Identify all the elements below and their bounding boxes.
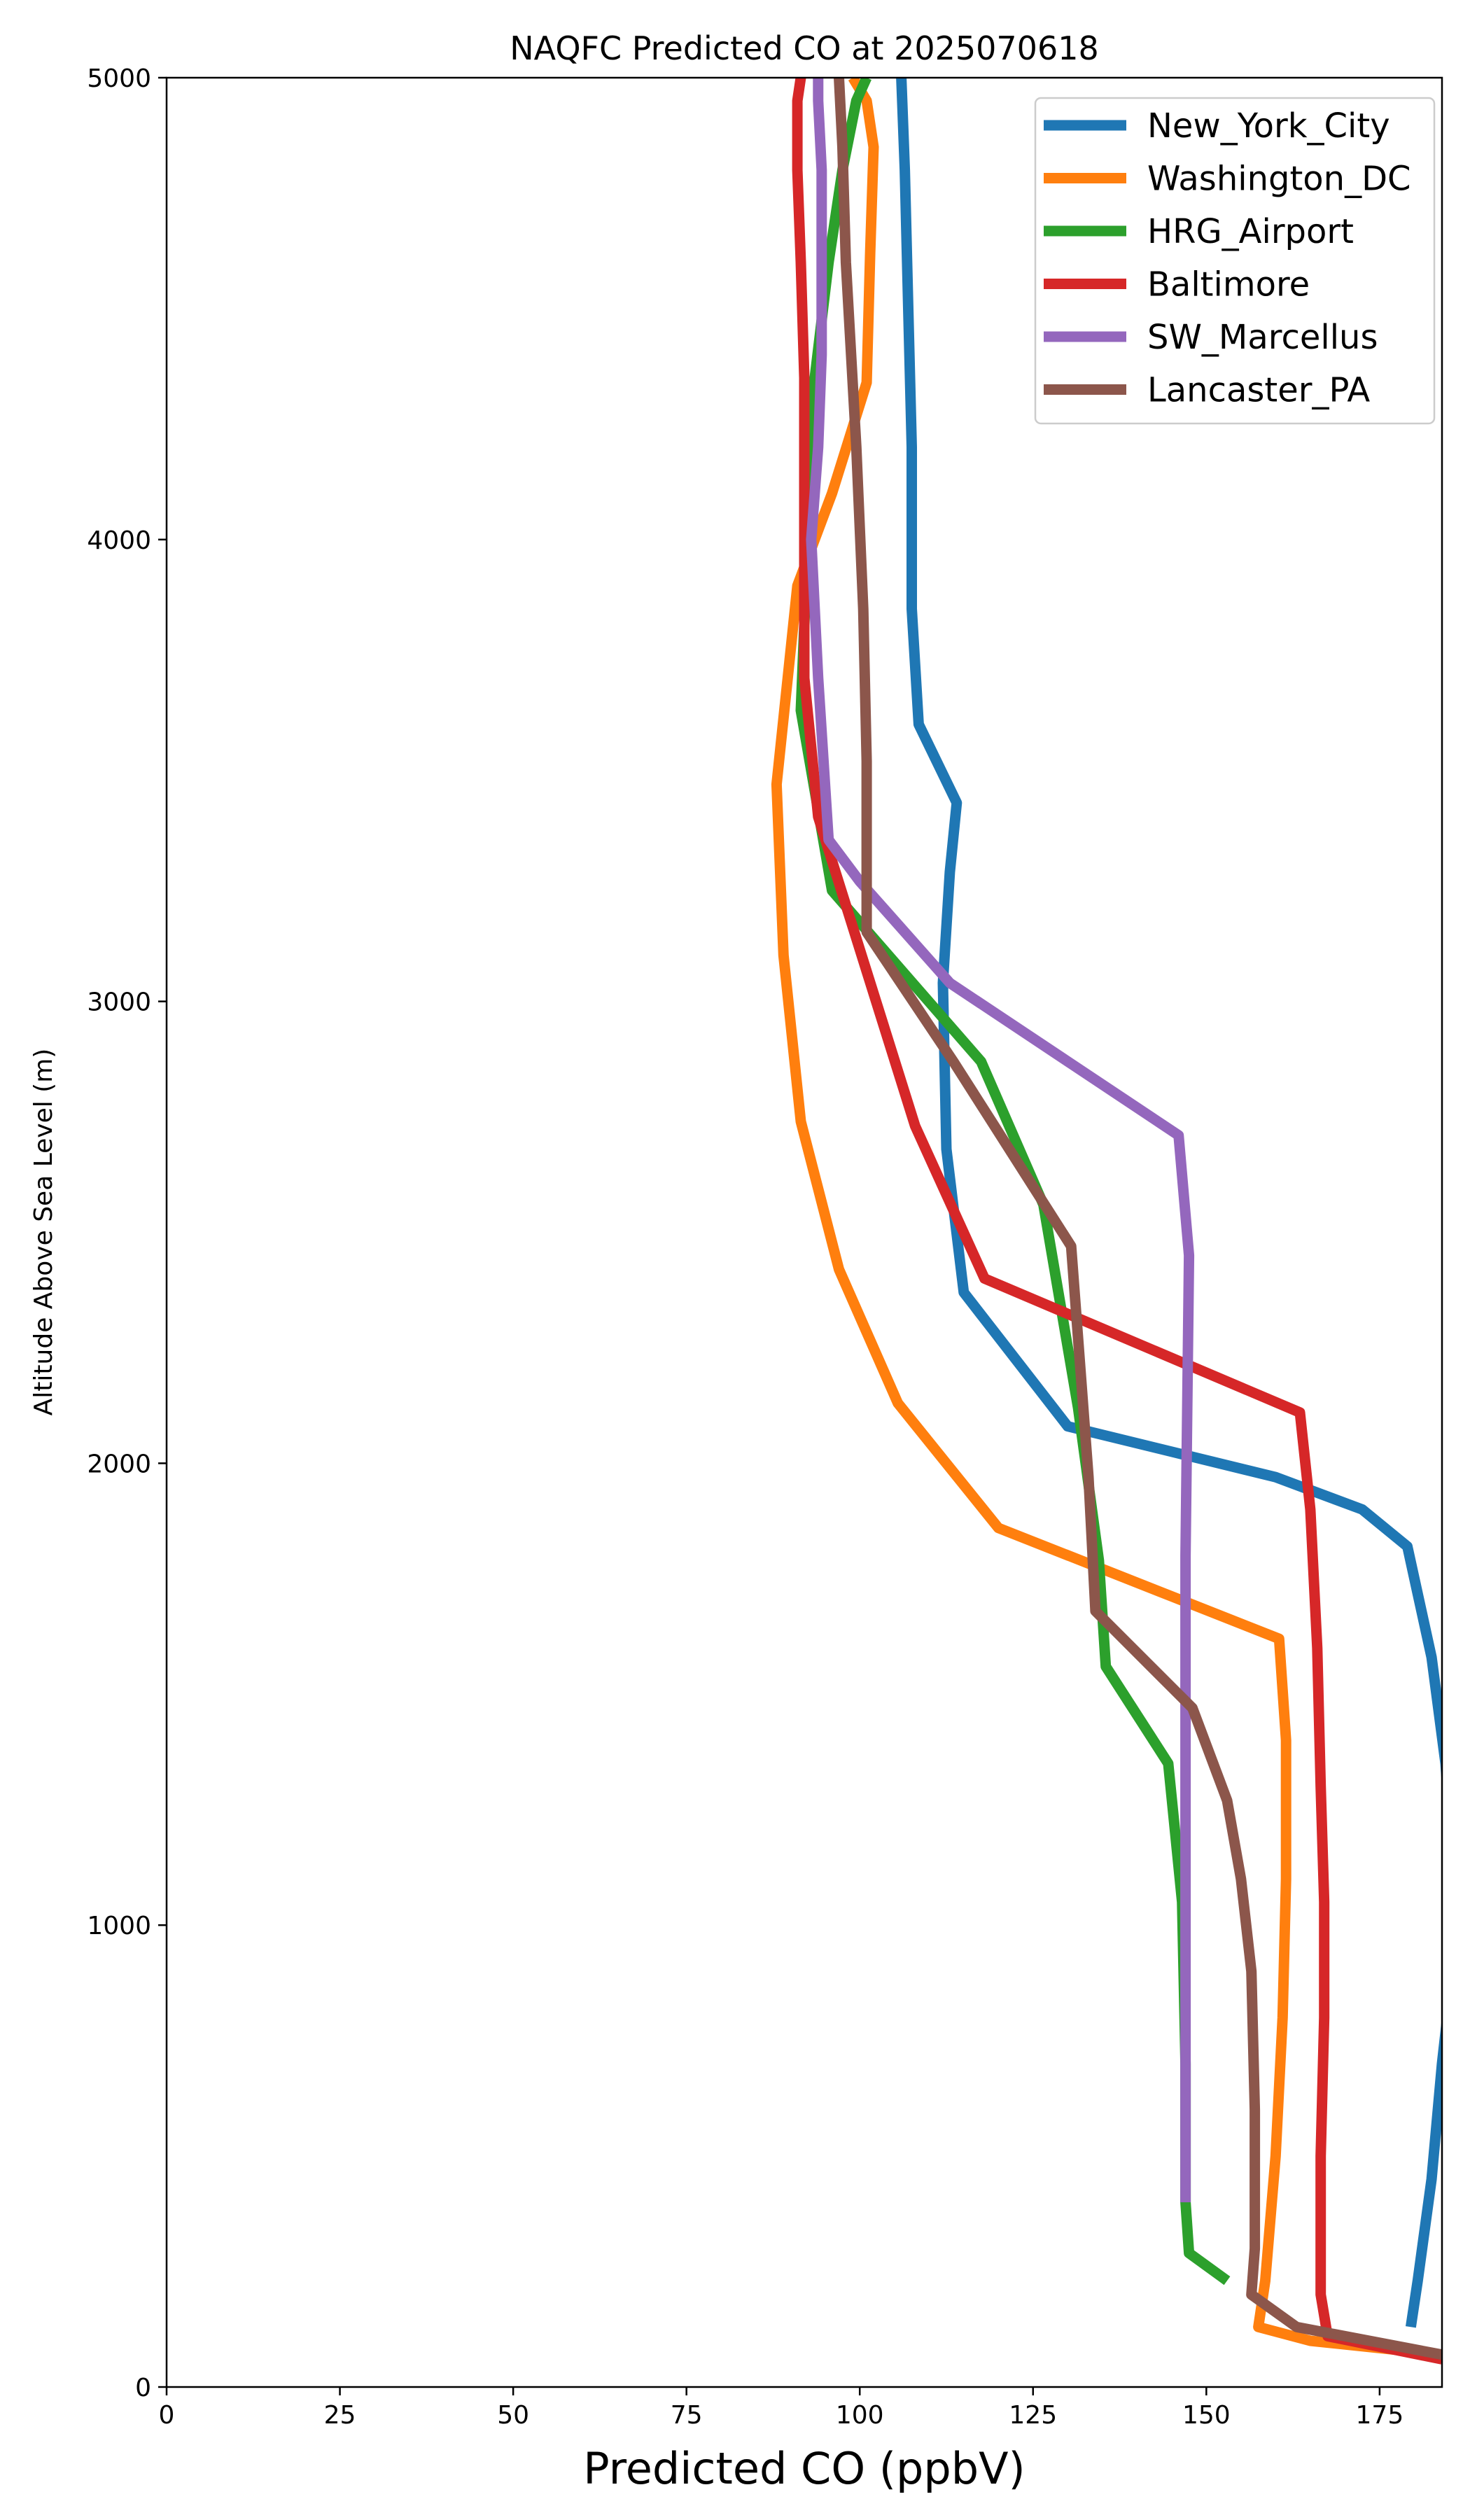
legend-label: HRG_Airport [1147, 212, 1354, 251]
legend-label: Baltimore [1147, 265, 1310, 304]
legend: New_York_City Washington_DC HRG_Airport Bal… [1034, 97, 1436, 425]
y-tick-label: 5000 [87, 64, 151, 93]
y-tick-label: 4000 [87, 526, 151, 555]
series-line-washington-dc [771, 78, 1442, 2360]
chart-title: NAQFC Predicted CO at 2025070618 [510, 29, 1099, 67]
x-tick-label: 0 [159, 2401, 175, 2430]
x-axis: 0 25 50 75 100 125 150 175 [159, 2387, 1404, 2430]
series-line-baltimore [792, 78, 1442, 2365]
legend-label: Washington_DC [1147, 160, 1411, 199]
legend-box [1034, 97, 1436, 425]
series-line-new-york-city [896, 78, 1442, 2328]
series-line-lancaster-pa [834, 78, 1442, 2360]
y-axis-label: Altitude Above Sea Level (m) [29, 1049, 58, 1416]
series-layer [771, 78, 1442, 2365]
x-tick-label: 100 [836, 2401, 884, 2430]
x-tick-label: 150 [1182, 2401, 1231, 2430]
y-tick-label: 2000 [87, 1450, 151, 1478]
x-axis-label: Predicted CO (ppbV) [583, 2443, 1025, 2494]
y-tick-label: 1000 [87, 1912, 151, 1940]
y-axis: 0 1000 2000 3000 4000 5000 [87, 64, 167, 2402]
plot-frame [165, 76, 1443, 2388]
x-tick-label: 25 [324, 2401, 356, 2430]
legend-label: SW_Marcellus [1147, 318, 1378, 357]
x-tick-label: 125 [1009, 2401, 1057, 2430]
series-line-sw-marcellus [806, 78, 1195, 2203]
y-tick-label: 0 [135, 2374, 151, 2402]
y-tick-label: 3000 [87, 988, 151, 1017]
legend-label: New_York_City [1147, 106, 1390, 146]
x-tick-label: 50 [497, 2401, 529, 2430]
x-tick-label: 75 [671, 2401, 703, 2430]
legend-label: Lancaster_PA [1147, 371, 1370, 410]
x-tick-label: 175 [1356, 2401, 1404, 2430]
